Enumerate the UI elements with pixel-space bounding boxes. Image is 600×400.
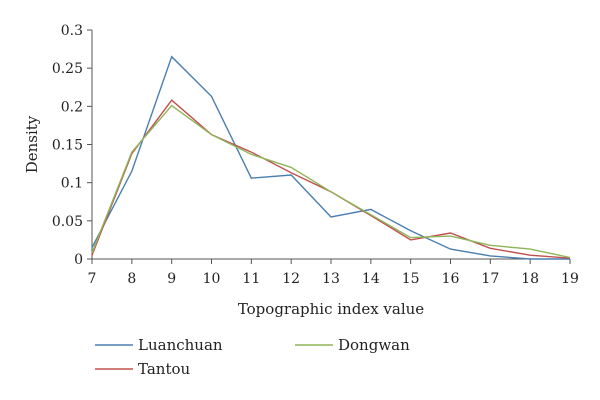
legend-label-dongwan: Dongwan (338, 336, 410, 354)
x-tick-label: 14 (362, 271, 380, 287)
y-axis-label: Density (23, 115, 41, 173)
x-tick-label: 11 (242, 271, 260, 287)
y-tick-label: 0.1 (61, 176, 83, 192)
series-line-dongwan (91, 104, 571, 259)
x-tick-label: 15 (402, 271, 420, 287)
x-axis-label: Topographic index value (238, 300, 424, 318)
x-tick-label: 9 (167, 271, 176, 287)
series-line-luanchuan (91, 55, 570, 260)
y-tick-label: 0.3 (61, 23, 83, 39)
x-tick-labels: 7 8 9 10 11 12 13 14 15 16 17 18 19 (88, 271, 579, 287)
x-tick-label: 7 (88, 271, 97, 287)
x-tick-label: 16 (442, 271, 460, 287)
y-tick-labels: 0 0.05 0.1 0.15 0.2 0.25 0.3 (52, 23, 83, 268)
series-lines (91, 55, 571, 260)
legend: Luanchuan Tantou Dongwan (95, 336, 410, 378)
x-tick-label: 17 (481, 271, 499, 287)
legend-label-tantou: Tantou (138, 360, 191, 378)
x-tick-label: 12 (282, 271, 300, 287)
y-tick-label: 0.05 (52, 214, 83, 230)
y-tick-label: 0.25 (52, 61, 83, 77)
y-tick-label: 0.2 (61, 99, 83, 115)
x-tick-label: 10 (203, 271, 221, 287)
legend-label-luanchuan: Luanchuan (138, 336, 223, 354)
y-tick-label: 0 (74, 252, 83, 268)
x-tick-label: 18 (521, 271, 539, 287)
x-tick-label: 8 (127, 271, 136, 287)
axes (87, 29, 571, 264)
series-line-tantou (91, 99, 571, 259)
x-tick-label: 19 (561, 271, 579, 287)
y-tick-label: 0.15 (52, 138, 83, 154)
x-tick-label: 13 (322, 271, 340, 287)
